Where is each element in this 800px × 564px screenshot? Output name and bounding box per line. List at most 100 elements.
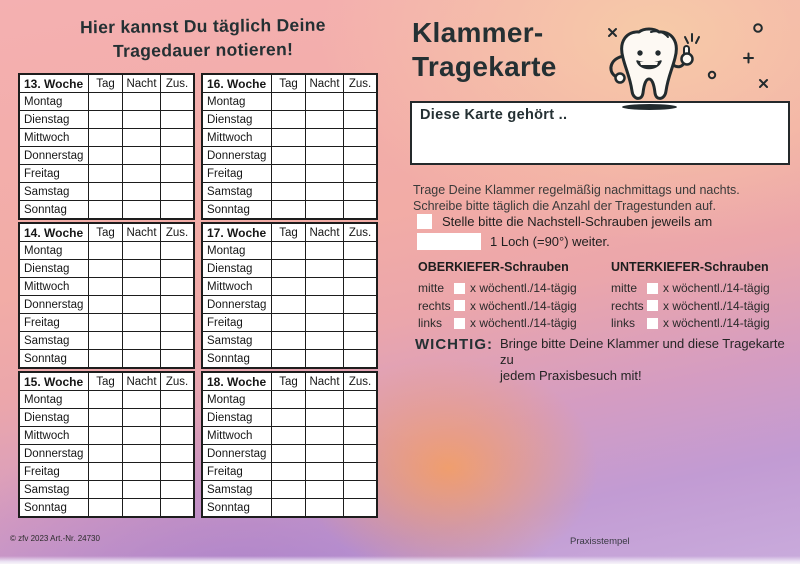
entry-cell[interactable]	[122, 241, 161, 260]
entry-cell[interactable]	[88, 182, 123, 201]
entry-cell[interactable]	[271, 390, 306, 409]
entry-cell[interactable]	[305, 480, 344, 499]
entry-cell[interactable]	[305, 498, 344, 518]
entry-cell[interactable]	[343, 349, 378, 369]
entry-cell[interactable]	[271, 313, 306, 332]
entry-cell[interactable]	[305, 426, 344, 445]
entry-cell[interactable]	[271, 295, 306, 314]
entry-cell[interactable]	[305, 408, 344, 427]
entry-cell[interactable]	[160, 313, 195, 332]
entry-cell[interactable]	[160, 498, 195, 518]
entry-cell[interactable]	[305, 259, 344, 278]
entry-cell[interactable]	[122, 462, 161, 481]
entry-cell[interactable]	[160, 444, 195, 463]
entry-cell[interactable]	[88, 426, 123, 445]
interval-input-field[interactable]	[417, 233, 481, 250]
entry-cell[interactable]	[343, 331, 378, 350]
entry-cell[interactable]	[88, 295, 123, 314]
entry-cell[interactable]	[160, 480, 195, 499]
entry-cell[interactable]	[160, 110, 195, 129]
entry-cell[interactable]	[343, 390, 378, 409]
entry-cell[interactable]	[305, 331, 344, 350]
entry-cell[interactable]	[160, 200, 195, 220]
entry-cell[interactable]	[122, 408, 161, 427]
entry-cell[interactable]	[271, 408, 306, 427]
entry-cell[interactable]	[271, 241, 306, 260]
oberkiefer-links-checkbox[interactable]	[454, 317, 465, 329]
entry-cell[interactable]	[305, 128, 344, 147]
entry-cell[interactable]	[160, 331, 195, 350]
entry-cell[interactable]	[271, 164, 306, 183]
nachstell-checkbox[interactable]	[417, 214, 432, 229]
entry-cell[interactable]	[88, 331, 123, 350]
entry-cell[interactable]	[122, 164, 161, 183]
entry-cell[interactable]	[160, 259, 195, 278]
entry-cell[interactable]	[122, 295, 161, 314]
entry-cell[interactable]	[343, 259, 378, 278]
entry-cell[interactable]	[305, 241, 344, 260]
entry-cell[interactable]	[343, 498, 378, 518]
entry-cell[interactable]	[122, 313, 161, 332]
entry-cell[interactable]	[343, 426, 378, 445]
entry-cell[interactable]	[88, 480, 123, 499]
entry-cell[interactable]	[343, 444, 378, 463]
entry-cell[interactable]	[122, 480, 161, 499]
entry-cell[interactable]	[271, 128, 306, 147]
entry-cell[interactable]	[88, 128, 123, 147]
entry-cell[interactable]	[271, 92, 306, 111]
entry-cell[interactable]	[343, 313, 378, 332]
oberkiefer-mitte-checkbox[interactable]	[454, 282, 465, 294]
entry-cell[interactable]	[305, 295, 344, 314]
entry-cell[interactable]	[160, 426, 195, 445]
entry-cell[interactable]	[88, 92, 123, 111]
entry-cell[interactable]	[88, 200, 123, 220]
entry-cell[interactable]	[343, 164, 378, 183]
entry-cell[interactable]	[343, 128, 378, 147]
entry-cell[interactable]	[305, 444, 344, 463]
entry-cell[interactable]	[343, 480, 378, 499]
entry-cell[interactable]	[271, 480, 306, 499]
card-owner-box[interactable]: Diese Karte gehört ..	[410, 101, 790, 165]
entry-cell[interactable]	[271, 444, 306, 463]
entry-cell[interactable]	[305, 349, 344, 369]
entry-cell[interactable]	[88, 349, 123, 369]
entry-cell[interactable]	[305, 182, 344, 201]
entry-cell[interactable]	[343, 462, 378, 481]
entry-cell[interactable]	[122, 110, 161, 129]
oberkiefer-rechts-checkbox[interactable]	[454, 300, 465, 311]
entry-cell[interactable]	[122, 128, 161, 147]
entry-cell[interactable]	[160, 390, 195, 409]
entry-cell[interactable]	[271, 331, 306, 350]
entry-cell[interactable]	[160, 146, 195, 165]
entry-cell[interactable]	[122, 498, 161, 518]
entry-cell[interactable]	[271, 349, 306, 369]
entry-cell[interactable]	[88, 277, 123, 296]
entry-cell[interactable]	[271, 110, 306, 129]
entry-cell[interactable]	[343, 241, 378, 260]
entry-cell[interactable]	[271, 426, 306, 445]
entry-cell[interactable]	[160, 349, 195, 369]
entry-cell[interactable]	[160, 182, 195, 201]
unterkiefer-links-checkbox[interactable]	[647, 317, 658, 329]
entry-cell[interactable]	[271, 146, 306, 165]
entry-cell[interactable]	[122, 182, 161, 201]
entry-cell[interactable]	[343, 200, 378, 220]
entry-cell[interactable]	[160, 241, 195, 260]
entry-cell[interactable]	[160, 164, 195, 183]
unterkiefer-mitte-checkbox[interactable]	[647, 282, 658, 294]
entry-cell[interactable]	[343, 295, 378, 314]
entry-cell[interactable]	[343, 182, 378, 201]
entry-cell[interactable]	[122, 259, 161, 278]
entry-cell[interactable]	[122, 390, 161, 409]
entry-cell[interactable]	[305, 110, 344, 129]
entry-cell[interactable]	[305, 200, 344, 220]
entry-cell[interactable]	[88, 146, 123, 165]
entry-cell[interactable]	[160, 462, 195, 481]
entry-cell[interactable]	[88, 313, 123, 332]
entry-cell[interactable]	[88, 110, 123, 129]
entry-cell[interactable]	[160, 128, 195, 147]
entry-cell[interactable]	[343, 146, 378, 165]
entry-cell[interactable]	[305, 92, 344, 111]
entry-cell[interactable]	[160, 277, 195, 296]
entry-cell[interactable]	[88, 241, 123, 260]
